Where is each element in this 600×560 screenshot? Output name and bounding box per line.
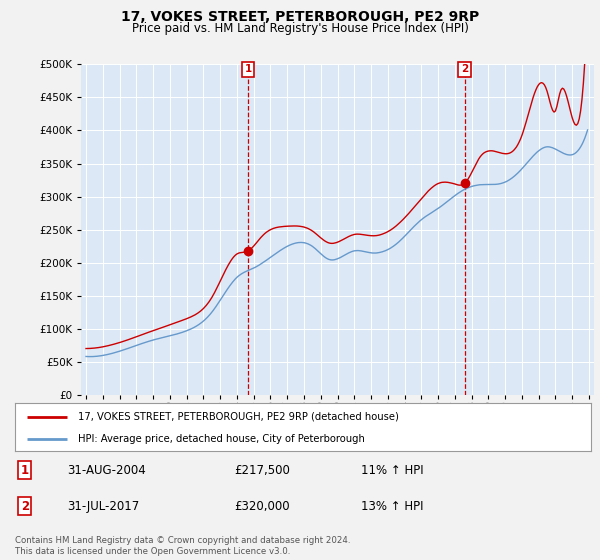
Text: 11% ↑ HPI: 11% ↑ HPI [361, 464, 423, 477]
Text: 1: 1 [244, 64, 252, 74]
Text: 1: 1 [21, 464, 29, 477]
Text: £217,500: £217,500 [234, 464, 290, 477]
Text: Price paid vs. HM Land Registry's House Price Index (HPI): Price paid vs. HM Land Registry's House … [131, 22, 469, 35]
Text: 31-AUG-2004: 31-AUG-2004 [67, 464, 146, 477]
Text: Contains HM Land Registry data © Crown copyright and database right 2024.
This d: Contains HM Land Registry data © Crown c… [15, 536, 350, 556]
Text: HPI: Average price, detached house, City of Peterborough: HPI: Average price, detached house, City… [79, 434, 365, 444]
Text: 13% ↑ HPI: 13% ↑ HPI [361, 500, 423, 512]
Text: £320,000: £320,000 [234, 500, 290, 512]
Text: 2: 2 [461, 64, 468, 74]
Text: 17, VOKES STREET, PETERBOROUGH, PE2 9RP: 17, VOKES STREET, PETERBOROUGH, PE2 9RP [121, 10, 479, 24]
Text: 31-JUL-2017: 31-JUL-2017 [67, 500, 139, 512]
Text: 17, VOKES STREET, PETERBOROUGH, PE2 9RP (detached house): 17, VOKES STREET, PETERBOROUGH, PE2 9RP … [79, 412, 399, 422]
Text: 2: 2 [21, 500, 29, 512]
